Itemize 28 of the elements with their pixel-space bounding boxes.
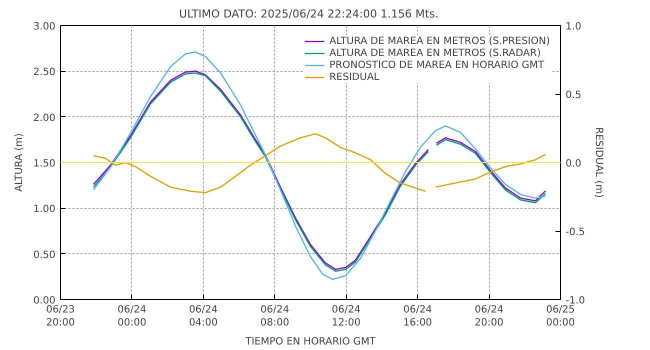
y-tick-label: 2.50	[33, 67, 56, 78]
y-axis-title: ALTURA (m)	[14, 133, 26, 192]
y2-tick-label: 0.0	[566, 158, 582, 170]
legend-label: ALTURA DE MAREA EN METROS (S.RADAR)	[329, 47, 541, 59]
y-tick-label: 3.00	[33, 22, 56, 32]
chart-title: ULTIMO DATO: 2025/06/24 22:24:00 1.156 Mts.	[179, 8, 438, 20]
x-axis-title: TIEMPO EN HORARIO GMT	[244, 336, 377, 348]
y2-axis-title: RESIDUAL (m)	[593, 127, 604, 198]
y2-tick-label: -1.0	[566, 296, 586, 306]
x-tick-label: 06/24 20:00	[474, 304, 504, 329]
y2-tick-label: 0.5	[566, 90, 582, 101]
x-tick-label: 06/24 16:00	[403, 304, 432, 329]
y2-tick-label: -0.5	[566, 227, 586, 238]
y-tick-label: 1.50	[33, 158, 56, 170]
x-tick-label: 06/23 20:00	[46, 304, 75, 329]
y2-tick-label: 1.0	[566, 22, 582, 32]
x-tick-label: 06/25 00:00	[546, 304, 575, 329]
legend-label: PRONOSTICO DE MAREA EN HORARIO GMT	[329, 59, 544, 71]
y-tick-label: 0.50	[33, 250, 56, 261]
y-tick-label: 1.00	[33, 204, 56, 216]
x-tick-label: 06/24 00:00	[118, 304, 146, 329]
y-tick-label: 2.00	[33, 112, 56, 124]
x-tick-label: 06/24 12:00	[332, 304, 361, 329]
legend-label: RESIDUAL	[329, 71, 380, 83]
x-tick-label: 06/24 04:00	[188, 304, 218, 329]
x-tick-label: 06/24 08:00	[260, 304, 290, 329]
y-tick-label: 0.00	[33, 296, 56, 306]
legend-label: ALTURA DE MAREA EN METROS (S.PRESION)	[329, 35, 550, 47]
